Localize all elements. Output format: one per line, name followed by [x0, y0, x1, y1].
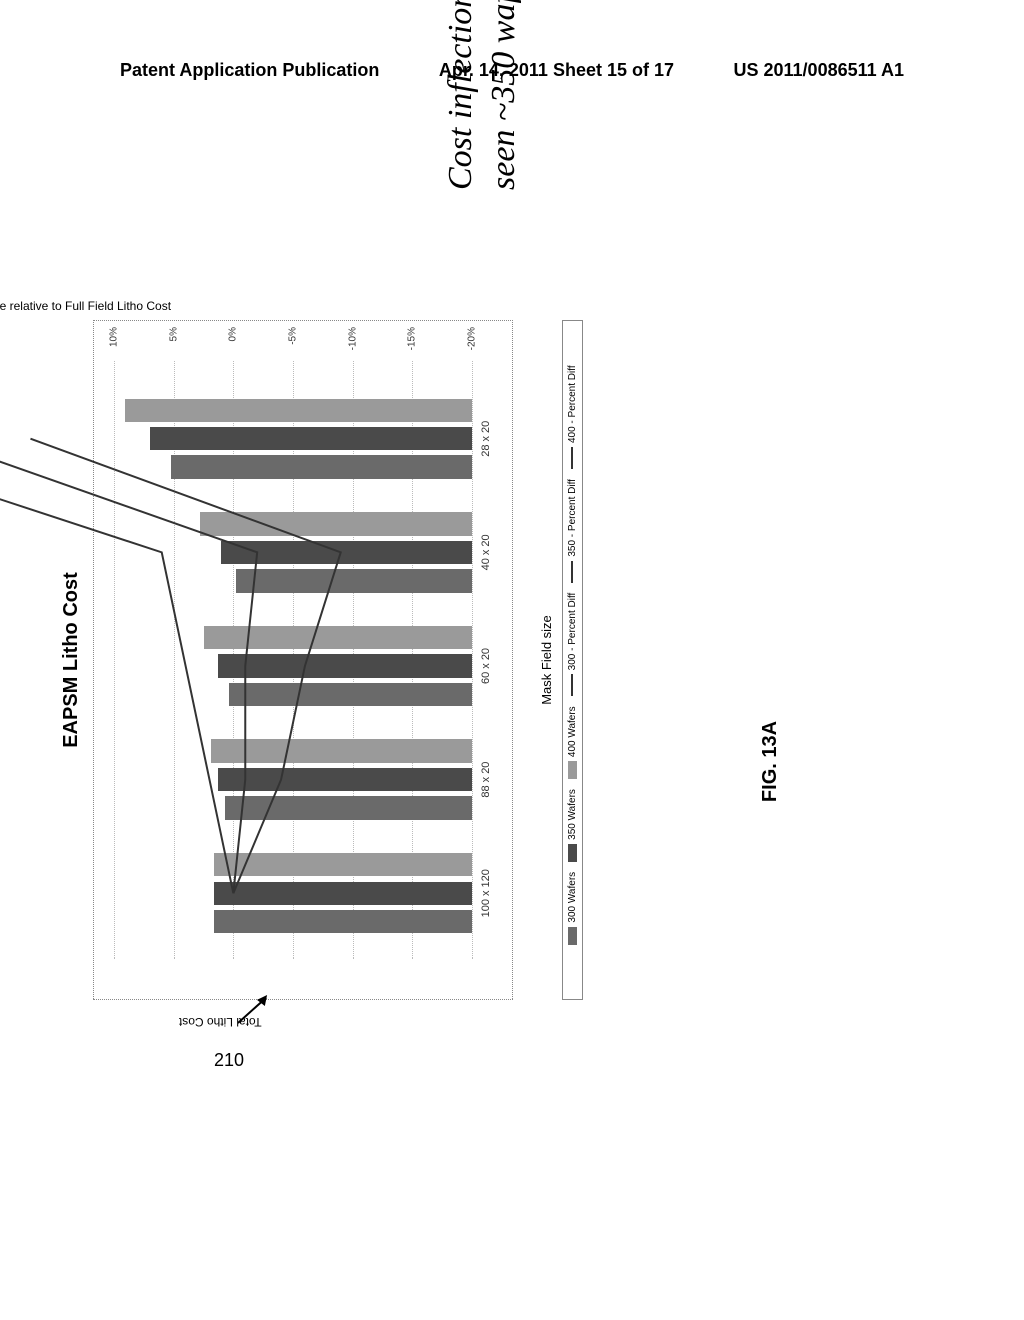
annotation-line-1: Cost inflection point	[442, 0, 479, 190]
rotated-figure-container: EAPSM Litho Cost Total Litho Cost Percen…	[60, 310, 940, 1010]
trend-line	[0, 439, 233, 893]
x-axis-label: Mask Field size	[539, 310, 554, 1010]
legend-label: 300 Wafers	[567, 872, 578, 923]
legend-swatch	[568, 927, 577, 945]
legend-label: 300 - Percent Diff	[567, 593, 578, 671]
legend-label: 350 - Percent Diff	[567, 479, 578, 557]
right-axis-tick-label: -5%	[288, 327, 299, 345]
chart-box: Total Litho Cost Percent Difference rela…	[93, 320, 513, 1000]
category-label: 100 x 120	[480, 851, 492, 935]
reference-leader-line	[238, 1022, 272, 1056]
category-label: 40 x 20	[480, 511, 492, 595]
legend-line-swatch	[571, 447, 573, 469]
figure-label: FIG. 13A	[759, 721, 782, 802]
legend-label: 400 Wafers	[567, 706, 578, 757]
legend-label: 350 Wafers	[567, 789, 578, 840]
plot-area: 10%5%0%-5%-10%-15%-20%100 x 12088 x 2060…	[114, 361, 472, 959]
chart-title: EAPSM Litho Cost	[60, 310, 83, 1010]
header-right: US 2011/0086511 A1	[734, 60, 904, 81]
right-axis-tick-label: 10%	[109, 327, 120, 347]
legend-line-swatch	[571, 561, 573, 583]
category-label: 60 x 20	[480, 624, 492, 708]
header-left: Patent Application Publication	[120, 60, 379, 81]
chart-legend: 300 Wafers 350 Wafers 400 Wafers 300 - Perc…	[562, 320, 583, 1000]
right-axis-tick-label: -10%	[347, 327, 358, 350]
category-label: 28 x 20	[480, 397, 492, 481]
legend-label: 400 - Percent Diff	[567, 365, 578, 443]
legend-line-swatch	[571, 674, 573, 696]
right-axis-tick-label: -20%	[467, 327, 478, 350]
y-right-axis-label: Percent Difference relative to Full Fiel…	[0, 299, 171, 313]
page: Patent Application Publication Apr. 14, …	[0, 0, 1024, 1320]
right-axis-tick-label: 5%	[168, 327, 179, 341]
right-axis-tick-label: -15%	[407, 327, 418, 350]
annotation-line-2: seen ~350 wafers	[485, 0, 522, 190]
line-overlay	[114, 361, 472, 959]
right-axis-tick-label: 0%	[228, 327, 239, 341]
handwritten-annotation: Cost inflection point seen ~350 wafers	[440, 0, 525, 190]
legend-swatch	[568, 844, 577, 862]
gridline	[472, 361, 473, 959]
legend-swatch	[568, 761, 577, 779]
category-label: 88 x 20	[480, 738, 492, 822]
